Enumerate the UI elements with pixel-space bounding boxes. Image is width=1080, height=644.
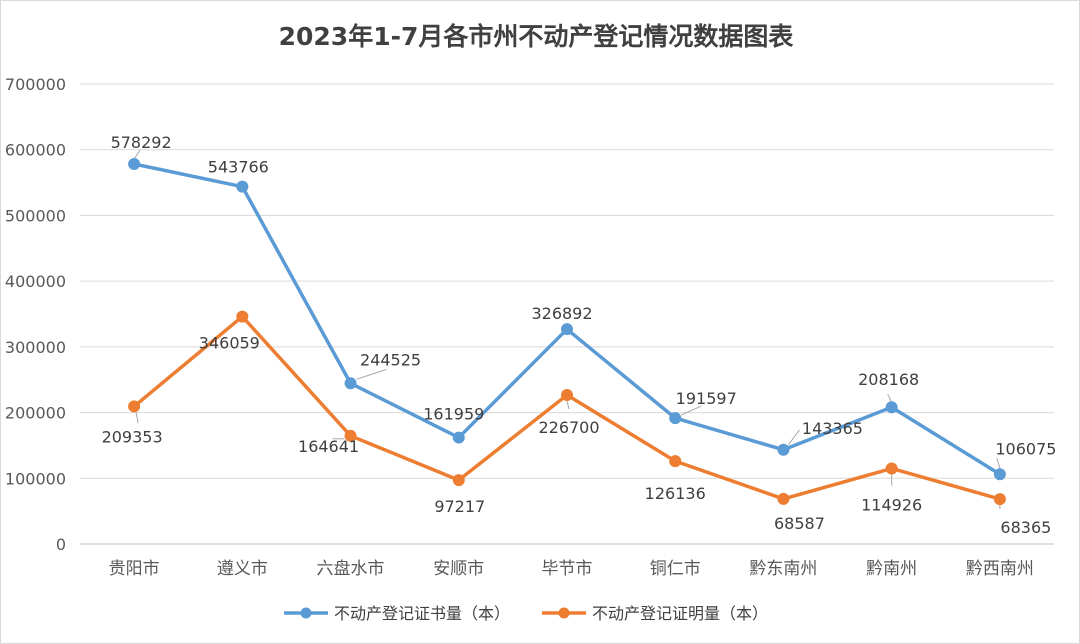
data-point (777, 443, 790, 456)
legend-swatch-marker (300, 607, 312, 619)
data-point (669, 455, 682, 468)
data-point (885, 462, 898, 475)
label-leader-line (996, 458, 1001, 469)
data-label: 68587 (774, 514, 825, 533)
x-tick-label: 铜仁市 (650, 559, 701, 579)
x-tick-label: 遵义市 (217, 559, 268, 579)
data-label: 209353 (102, 427, 163, 446)
data-label: 97217 (434, 497, 485, 516)
data-labels: 578292 543766 244525 161959 326892 191597 1433… (102, 133, 1057, 537)
data-point (561, 323, 573, 336)
data-point (128, 157, 141, 170)
label-leader-line (133, 149, 141, 160)
x-tick-label: 毕节市 (542, 559, 593, 579)
series-line-2 (132, 314, 1002, 501)
data-label: 244525 (360, 350, 421, 369)
data-label: 346059 (199, 334, 260, 353)
y-axis: 0 100000 200000 300000 400000 500000 600000 700… (5, 75, 66, 554)
chart-title: 2023年1-7月各市州不动产登记情况数据图表 (279, 22, 795, 51)
x-tick-label: 贵阳市 (109, 559, 160, 579)
data-label: 226700 (538, 418, 599, 437)
data-point (344, 377, 357, 390)
legend-swatch-marker (558, 607, 570, 619)
label-leader-line (135, 412, 139, 424)
data-point (236, 180, 249, 193)
data-label: 68365 (1000, 518, 1051, 537)
x-tick-label: 黔西南州 (966, 559, 1034, 579)
label-leader-line (566, 400, 570, 410)
legend: 不动产登记证书量（本） 不动产登记证明量（本） (284, 604, 768, 623)
y-tick-label: 300000 (5, 338, 66, 357)
data-label: 143365 (802, 419, 863, 438)
label-leader-lines (133, 149, 1001, 510)
data-point (452, 474, 465, 487)
data-point (128, 400, 141, 413)
y-tick-label: 700000 (5, 75, 66, 94)
data-point (452, 431, 465, 444)
legend-label: 不动产登记证书量（本） (334, 604, 510, 623)
label-leader-line (887, 393, 893, 403)
label-leader-line (356, 368, 387, 380)
data-label: 161959 (423, 405, 484, 424)
data-label: 106075 (995, 439, 1056, 458)
x-axis: 贵阳市 遵义市 六盘水市 安顺市 毕节市 铜仁市 黔东南州 黔南州 黔西南州 (109, 559, 1034, 579)
legend-label: 不动产登记证明量（本） (592, 604, 768, 623)
y-tick-label: 100000 (5, 469, 66, 488)
gridlines (80, 83, 1054, 545)
y-tick-label: 600000 (5, 141, 66, 160)
data-label: 126136 (645, 484, 706, 503)
data-label: 326892 (531, 304, 592, 323)
data-label: 543766 (208, 158, 269, 177)
data-label: 114926 (861, 495, 922, 514)
label-leader-line (681, 405, 702, 416)
y-tick-label: 500000 (5, 206, 66, 225)
data-point (669, 412, 682, 425)
x-tick-label: 安顺市 (433, 559, 484, 579)
data-point (236, 310, 249, 323)
data-point (344, 429, 357, 442)
x-tick-label: 黔南州 (866, 559, 917, 579)
data-point (993, 493, 1006, 506)
y-tick-label: 0 (56, 535, 66, 554)
data-label: 578292 (111, 133, 172, 152)
label-leader-line (788, 429, 800, 446)
y-tick-label: 200000 (5, 404, 66, 423)
data-point (993, 468, 1006, 481)
data-point (777, 492, 790, 505)
data-label: 164641 (298, 437, 359, 456)
data-label: 191597 (676, 389, 737, 408)
series-group (128, 157, 1006, 506)
data-label: 208168 (858, 370, 919, 389)
x-tick-label: 六盘水市 (317, 559, 385, 579)
data-point (885, 401, 898, 414)
x-tick-label: 黔东南州 (749, 559, 817, 579)
y-tick-label: 400000 (5, 272, 66, 291)
data-point (561, 389, 573, 402)
